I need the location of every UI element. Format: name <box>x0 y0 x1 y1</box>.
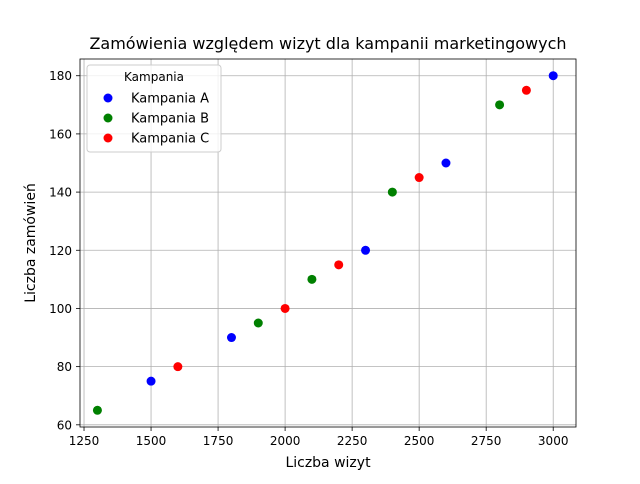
data-point-series-3 <box>280 303 290 313</box>
y-tick-label: 80 <box>57 360 72 374</box>
data-point-series-2 <box>307 274 317 284</box>
data-point-series-2 <box>253 318 263 328</box>
data-point-series-2 <box>92 405 102 415</box>
y-tick-label: 140 <box>49 186 72 200</box>
legend-label: Kampania A <box>131 92 209 107</box>
y-tick-label: 160 <box>49 127 72 141</box>
y-tick-label: 180 <box>49 69 72 83</box>
data-point-series-3 <box>334 260 344 270</box>
data-point-series-3 <box>414 173 424 183</box>
x-tick-label: 1250 <box>69 434 100 448</box>
legend-label: Kampania C <box>131 132 209 147</box>
legend-label: Kampania B <box>131 112 209 127</box>
y-axis-label: Liczba zamówień <box>23 183 39 303</box>
x-tick-label: 2250 <box>337 434 368 448</box>
legend-marker <box>103 113 113 123</box>
x-tick-label: 1500 <box>136 434 167 448</box>
data-point-series-1 <box>226 333 236 343</box>
data-point-series-1 <box>548 71 558 81</box>
x-tick-label: 2750 <box>471 434 502 448</box>
x-tick-label: 3000 <box>538 434 569 448</box>
data-point-series-2 <box>495 100 505 110</box>
plot-frame <box>79 58 577 428</box>
x-tick-label: 2000 <box>270 434 301 448</box>
legend-box <box>86 64 222 153</box>
axes: 1250 1500 1750 2000 2250 2500 2750 3000 60 80 100 1… <box>49 58 577 448</box>
data-point-series-2 <box>387 187 397 197</box>
legend: Kampania Kampania A Kampania B Kampania C <box>86 64 222 153</box>
legend-title: Kampania <box>124 70 184 84</box>
data-point-series-1 <box>146 376 156 386</box>
x-axis-label: Liczba wizyt <box>285 455 371 471</box>
legend-marker <box>103 93 113 103</box>
data-point-series-1 <box>361 245 371 255</box>
x-tick-label: 1750 <box>203 434 234 448</box>
y-tick-label: 60 <box>57 418 72 432</box>
data-points <box>92 71 558 415</box>
y-tick-label: 120 <box>49 244 72 258</box>
legend-marker <box>103 133 113 143</box>
y-tick-label: 100 <box>49 302 72 316</box>
x-tick-label: 2500 <box>404 434 435 448</box>
data-point-series-3 <box>521 85 531 95</box>
data-point-series-1 <box>441 158 451 168</box>
chart-title: Zamówienia względem wizyt dla kampanii m… <box>89 34 566 53</box>
data-point-series-3 <box>173 362 183 372</box>
